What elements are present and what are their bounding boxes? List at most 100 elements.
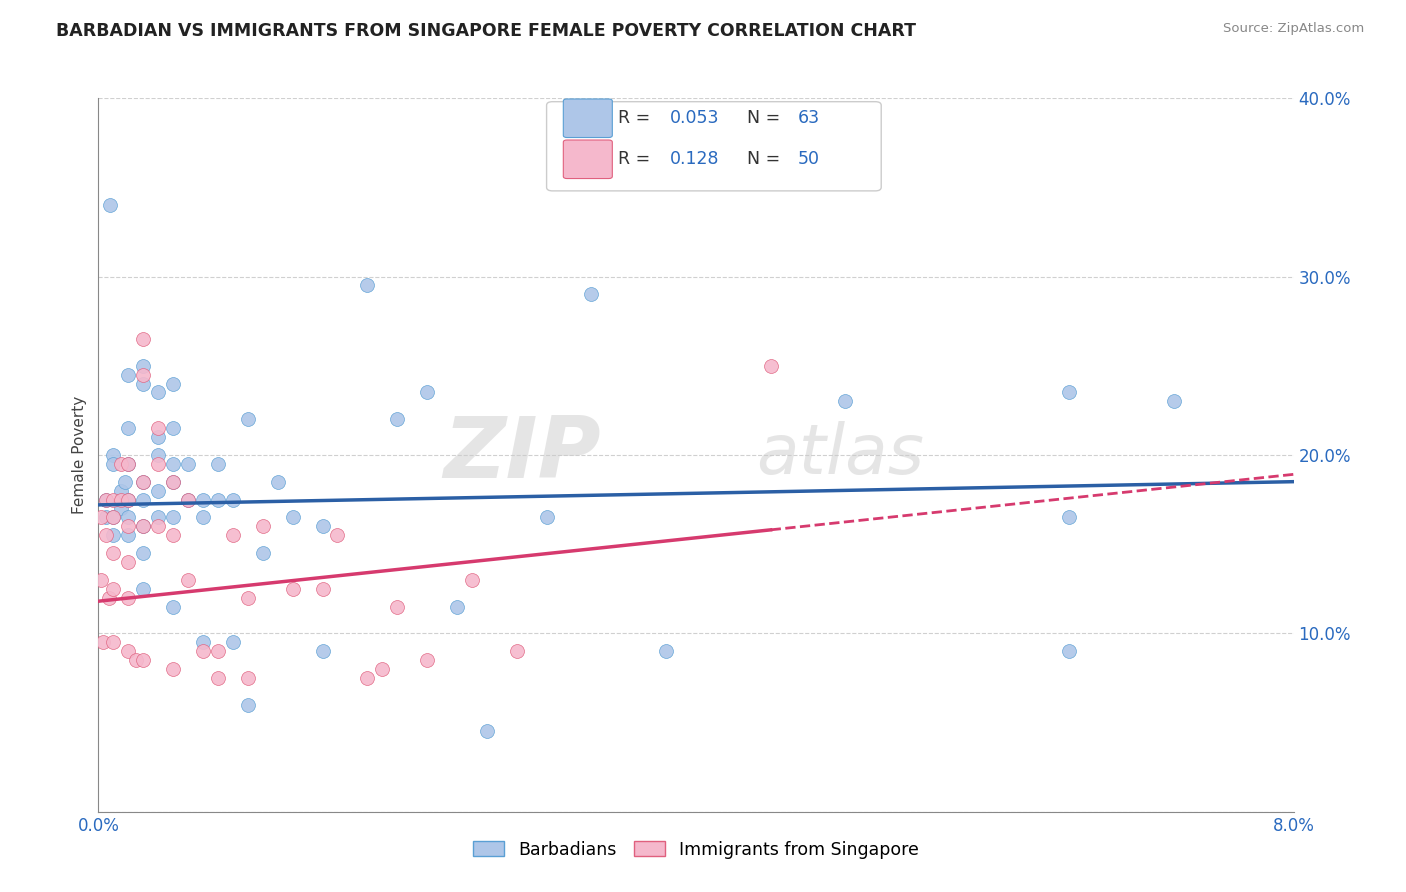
Point — [148, 519, 170, 533]
Point — [371, 662, 394, 676]
Point — [103, 528, 125, 542]
Point — [117, 510, 139, 524]
Point — [177, 457, 200, 471]
Point — [132, 332, 155, 346]
Point — [207, 644, 229, 658]
Point — [267, 475, 290, 489]
Point — [311, 644, 333, 658]
Point — [162, 510, 184, 524]
Text: 0.128: 0.128 — [669, 150, 720, 168]
Point — [132, 368, 155, 382]
Point — [94, 510, 117, 524]
Point — [148, 448, 170, 462]
Point — [236, 412, 259, 426]
Point — [446, 599, 468, 614]
Point — [177, 492, 200, 507]
Point — [132, 653, 155, 667]
Point — [97, 591, 120, 605]
Point — [90, 510, 112, 524]
Point — [281, 582, 304, 596]
Point — [1059, 644, 1081, 658]
Point — [475, 724, 498, 739]
Point — [281, 510, 304, 524]
Point — [103, 510, 125, 524]
Point — [252, 519, 274, 533]
Point — [103, 546, 125, 560]
Point — [191, 510, 214, 524]
Point — [125, 653, 148, 667]
Point — [117, 555, 139, 569]
Point — [356, 671, 378, 685]
Point — [162, 475, 184, 489]
Point — [148, 385, 170, 400]
Point — [110, 501, 132, 516]
Point — [326, 528, 349, 542]
Point — [162, 421, 184, 435]
Point — [117, 457, 139, 471]
Point — [117, 421, 139, 435]
Point — [311, 519, 333, 533]
Point — [162, 599, 184, 614]
Point — [162, 528, 184, 542]
Point — [236, 698, 259, 712]
Point — [132, 475, 155, 489]
Text: BARBADIAN VS IMMIGRANTS FROM SINGAPORE FEMALE POVERTY CORRELATION CHART: BARBADIAN VS IMMIGRANTS FROM SINGAPORE F… — [56, 22, 917, 40]
Point — [191, 492, 214, 507]
Point — [207, 492, 229, 507]
Point — [581, 287, 603, 301]
Point — [162, 457, 184, 471]
Text: Source: ZipAtlas.com: Source: ZipAtlas.com — [1223, 22, 1364, 36]
Point — [148, 483, 170, 498]
Text: R =: R = — [619, 109, 657, 127]
Point — [356, 278, 378, 293]
Point — [91, 635, 114, 649]
Point — [117, 368, 139, 382]
Point — [536, 510, 558, 524]
Point — [94, 492, 117, 507]
Point — [132, 475, 155, 489]
Point — [94, 492, 117, 507]
Point — [191, 635, 214, 649]
Point — [191, 644, 214, 658]
FancyBboxPatch shape — [564, 99, 612, 137]
Point — [162, 475, 184, 489]
Point — [236, 591, 259, 605]
Point — [506, 644, 529, 658]
Point — [132, 546, 155, 560]
Point — [207, 671, 229, 685]
Point — [117, 644, 139, 658]
Point — [252, 546, 274, 560]
Text: 50: 50 — [797, 150, 820, 168]
Point — [117, 492, 139, 507]
Point — [222, 492, 245, 507]
Point — [148, 421, 170, 435]
Point — [103, 492, 125, 507]
Point — [148, 430, 170, 444]
Point — [177, 492, 200, 507]
Point — [148, 510, 170, 524]
Text: atlas: atlas — [756, 421, 924, 489]
Text: ZIP: ZIP — [443, 413, 600, 497]
Point — [416, 385, 439, 400]
Point — [655, 644, 678, 658]
Point — [461, 573, 484, 587]
Text: 0.053: 0.053 — [669, 109, 720, 127]
Point — [162, 376, 184, 391]
Point — [759, 359, 782, 373]
Point — [117, 457, 139, 471]
Point — [416, 653, 439, 667]
Point — [117, 591, 139, 605]
Point — [132, 492, 155, 507]
Text: R =: R = — [619, 150, 657, 168]
Point — [110, 492, 132, 507]
Point — [834, 394, 856, 409]
Point — [117, 519, 139, 533]
Point — [1059, 510, 1081, 524]
Point — [177, 573, 200, 587]
Y-axis label: Female Poverty: Female Poverty — [72, 396, 87, 514]
Text: N =: N = — [748, 109, 786, 127]
Point — [311, 582, 333, 596]
Point — [103, 510, 125, 524]
FancyBboxPatch shape — [564, 140, 612, 178]
Point — [222, 635, 245, 649]
